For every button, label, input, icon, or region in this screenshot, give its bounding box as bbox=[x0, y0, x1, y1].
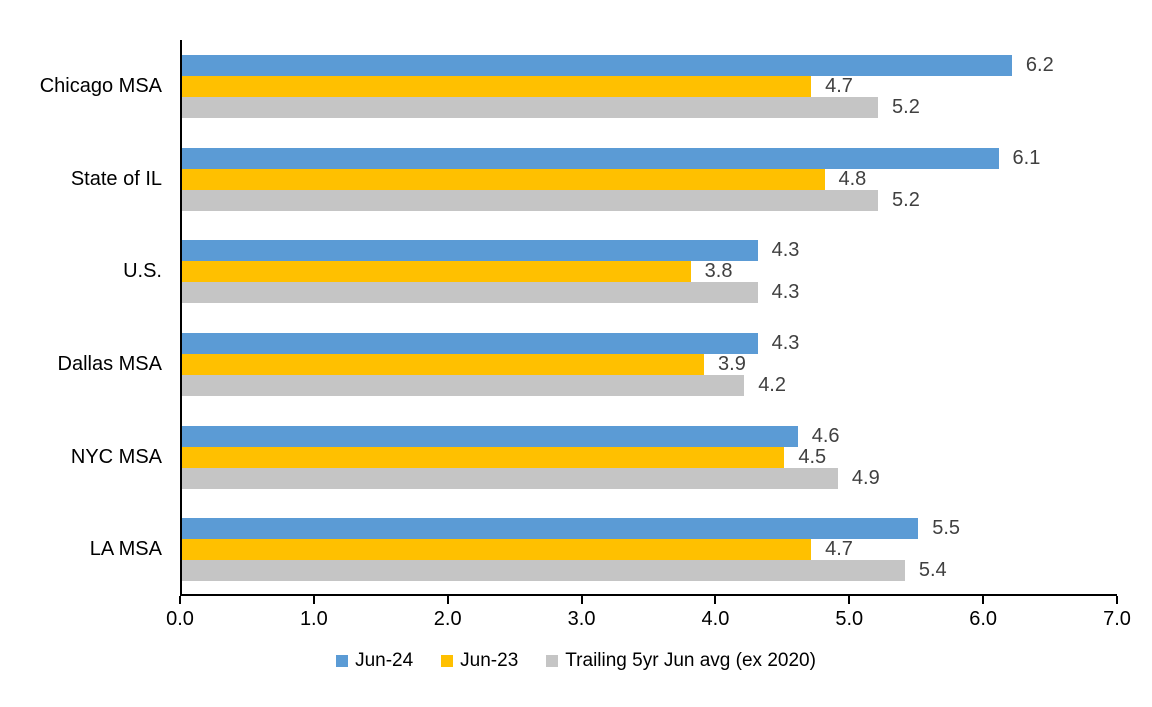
bar-group-chicago-msa: 6.2 4.7 5.2 bbox=[182, 53, 1117, 118]
legend-label-trailing-5yr-jun-avg-ex-2020: Trailing 5yr Jun avg (ex 2020) bbox=[565, 650, 816, 671]
bar-jun-24-state-of-il bbox=[182, 147, 999, 169]
category-label-chicago-msa: Chicago MSA bbox=[39, 74, 162, 97]
data-label-trailing-5yr-jun-avg-ex-2020-nyc-msa: 4.9 bbox=[851, 466, 880, 489]
legend-label-jun-23: Jun-23 bbox=[460, 650, 519, 671]
bar-jun-24-chicago-msa bbox=[182, 54, 1012, 76]
category-label-state-of-il: State of IL bbox=[70, 167, 162, 190]
x-tick-label-3.0: 3.0 bbox=[567, 608, 596, 630]
bar-group-nyc-msa: 4.6 4.5 4.9 bbox=[182, 424, 1117, 489]
bar-jun-23-dallas-msa bbox=[182, 353, 705, 375]
x-tick-2.0 bbox=[446, 596, 449, 604]
data-label-jun-23-dallas-msa: 3.9 bbox=[718, 352, 746, 375]
bar-jun-23-la-msa bbox=[182, 539, 812, 561]
bar-group-dallas-msa: 4.3 3.9 4.2 bbox=[182, 331, 1117, 396]
data-label-jun-23-state-of-il: 4.8 bbox=[838, 167, 867, 190]
x-tick-0.0 bbox=[179, 596, 181, 604]
bar-trailing-5yr-jun-avg-ex-2020-state-of-il bbox=[182, 189, 879, 211]
bar-jun-24-nyc-msa bbox=[182, 425, 798, 447]
bar-trailing-5yr-jun-avg-ex-2020-nyc-msa bbox=[182, 467, 838, 489]
data-label-jun-24-u-s: 4.3 bbox=[771, 239, 800, 262]
x-tick-7.0 bbox=[1116, 596, 1118, 604]
bar-group-state-of-il: 6.1 4.8 5.2 bbox=[182, 146, 1117, 211]
data-label-jun-23-u-s: 3.8 bbox=[704, 260, 733, 283]
plot-area: 6.2 4.7 5.2 6.1 4.8 5.2 4.3 3.8 4.3 4.3 3.9 4.2 4.6 4… bbox=[180, 40, 1117, 596]
bar-jun-23-u-s bbox=[182, 261, 691, 283]
bar-jun-23-nyc-msa bbox=[182, 446, 785, 468]
x-tick-label-2.0: 2.0 bbox=[433, 608, 462, 630]
bar-jun-24-dallas-msa bbox=[182, 332, 758, 354]
data-label-jun-24-la-msa: 5.5 bbox=[932, 517, 961, 540]
data-label-jun-24-chicago-msa: 6.2 bbox=[1025, 53, 1054, 76]
bar-trailing-5yr-jun-avg-ex-2020-u-s bbox=[182, 282, 758, 304]
x-tick-3.0 bbox=[580, 596, 583, 604]
legend-item-trailing-5yr-jun-avg-ex-2020: Trailing 5yr Jun avg (ex 2020) bbox=[546, 650, 816, 672]
legend-swatch-icon bbox=[441, 655, 454, 667]
x-tick-label-0.0: 0.0 bbox=[166, 608, 194, 630]
x-tick-4.0 bbox=[714, 596, 717, 604]
bar-jun-23-chicago-msa bbox=[182, 75, 812, 97]
bar-trailing-5yr-jun-avg-ex-2020-chicago-msa bbox=[182, 96, 879, 118]
legend: Jun-24 Jun-23 Trailing 5yr Jun avg (ex 202… bbox=[0, 650, 1152, 672]
data-label-jun-24-nyc-msa: 4.6 bbox=[811, 424, 840, 447]
data-label-trailing-5yr-jun-avg-ex-2020-dallas-msa: 4.2 bbox=[758, 373, 786, 396]
data-label-trailing-5yr-jun-avg-ex-2020-u-s: 4.3 bbox=[771, 281, 800, 304]
x-tick-label-6.0: 6.0 bbox=[969, 608, 998, 630]
bar-group-la-msa: 5.5 4.7 5.4 bbox=[182, 517, 1117, 582]
category-label-dallas-msa: Dallas MSA bbox=[57, 352, 162, 375]
legend-swatch-icon bbox=[336, 655, 349, 667]
bar-jun-24-la-msa bbox=[182, 518, 919, 540]
x-tick-label-4.0: 4.0 bbox=[701, 608, 730, 630]
x-tick-6.0 bbox=[982, 596, 985, 604]
bar-jun-24-u-s bbox=[182, 240, 758, 262]
data-label-jun-24-state-of-il: 6.1 bbox=[1012, 146, 1041, 169]
data-label-trailing-5yr-jun-avg-ex-2020-state-of-il: 5.2 bbox=[892, 188, 920, 211]
category-label-u-s: U.S. bbox=[123, 260, 162, 283]
data-label-trailing-5yr-jun-avg-ex-2020-la-msa: 5.4 bbox=[918, 559, 947, 582]
bar-jun-23-state-of-il bbox=[182, 168, 825, 190]
x-tick-5.0 bbox=[848, 596, 851, 604]
x-tick-label-1.0: 1.0 bbox=[299, 608, 328, 630]
x-tick-1.0 bbox=[312, 596, 315, 604]
x-tick-label-5.0: 5.0 bbox=[835, 608, 864, 630]
legend-swatch-icon bbox=[546, 655, 559, 667]
bar-group-u-s: 4.3 3.8 4.3 bbox=[182, 239, 1117, 304]
x-tick-label-7.0: 7.0 bbox=[1103, 608, 1131, 630]
category-label-la-msa: LA MSA bbox=[89, 538, 162, 561]
legend-item-jun-24: Jun-24 bbox=[336, 650, 413, 672]
category-label-nyc-msa: NYC MSA bbox=[70, 445, 162, 468]
data-label-jun-23-chicago-msa: 4.7 bbox=[825, 74, 853, 97]
data-label-jun-23-nyc-msa: 4.5 bbox=[798, 445, 827, 468]
legend-label-jun-24: Jun-24 bbox=[355, 650, 414, 671]
legend-item-jun-23: Jun-23 bbox=[441, 650, 518, 672]
data-label-jun-23-la-msa: 4.7 bbox=[825, 538, 853, 561]
bar-trailing-5yr-jun-avg-ex-2020-la-msa bbox=[182, 560, 905, 582]
data-label-jun-24-dallas-msa: 4.3 bbox=[771, 331, 800, 354]
bar-trailing-5yr-jun-avg-ex-2020-dallas-msa bbox=[182, 374, 745, 396]
data-label-trailing-5yr-jun-avg-ex-2020-chicago-msa: 5.2 bbox=[892, 95, 920, 118]
